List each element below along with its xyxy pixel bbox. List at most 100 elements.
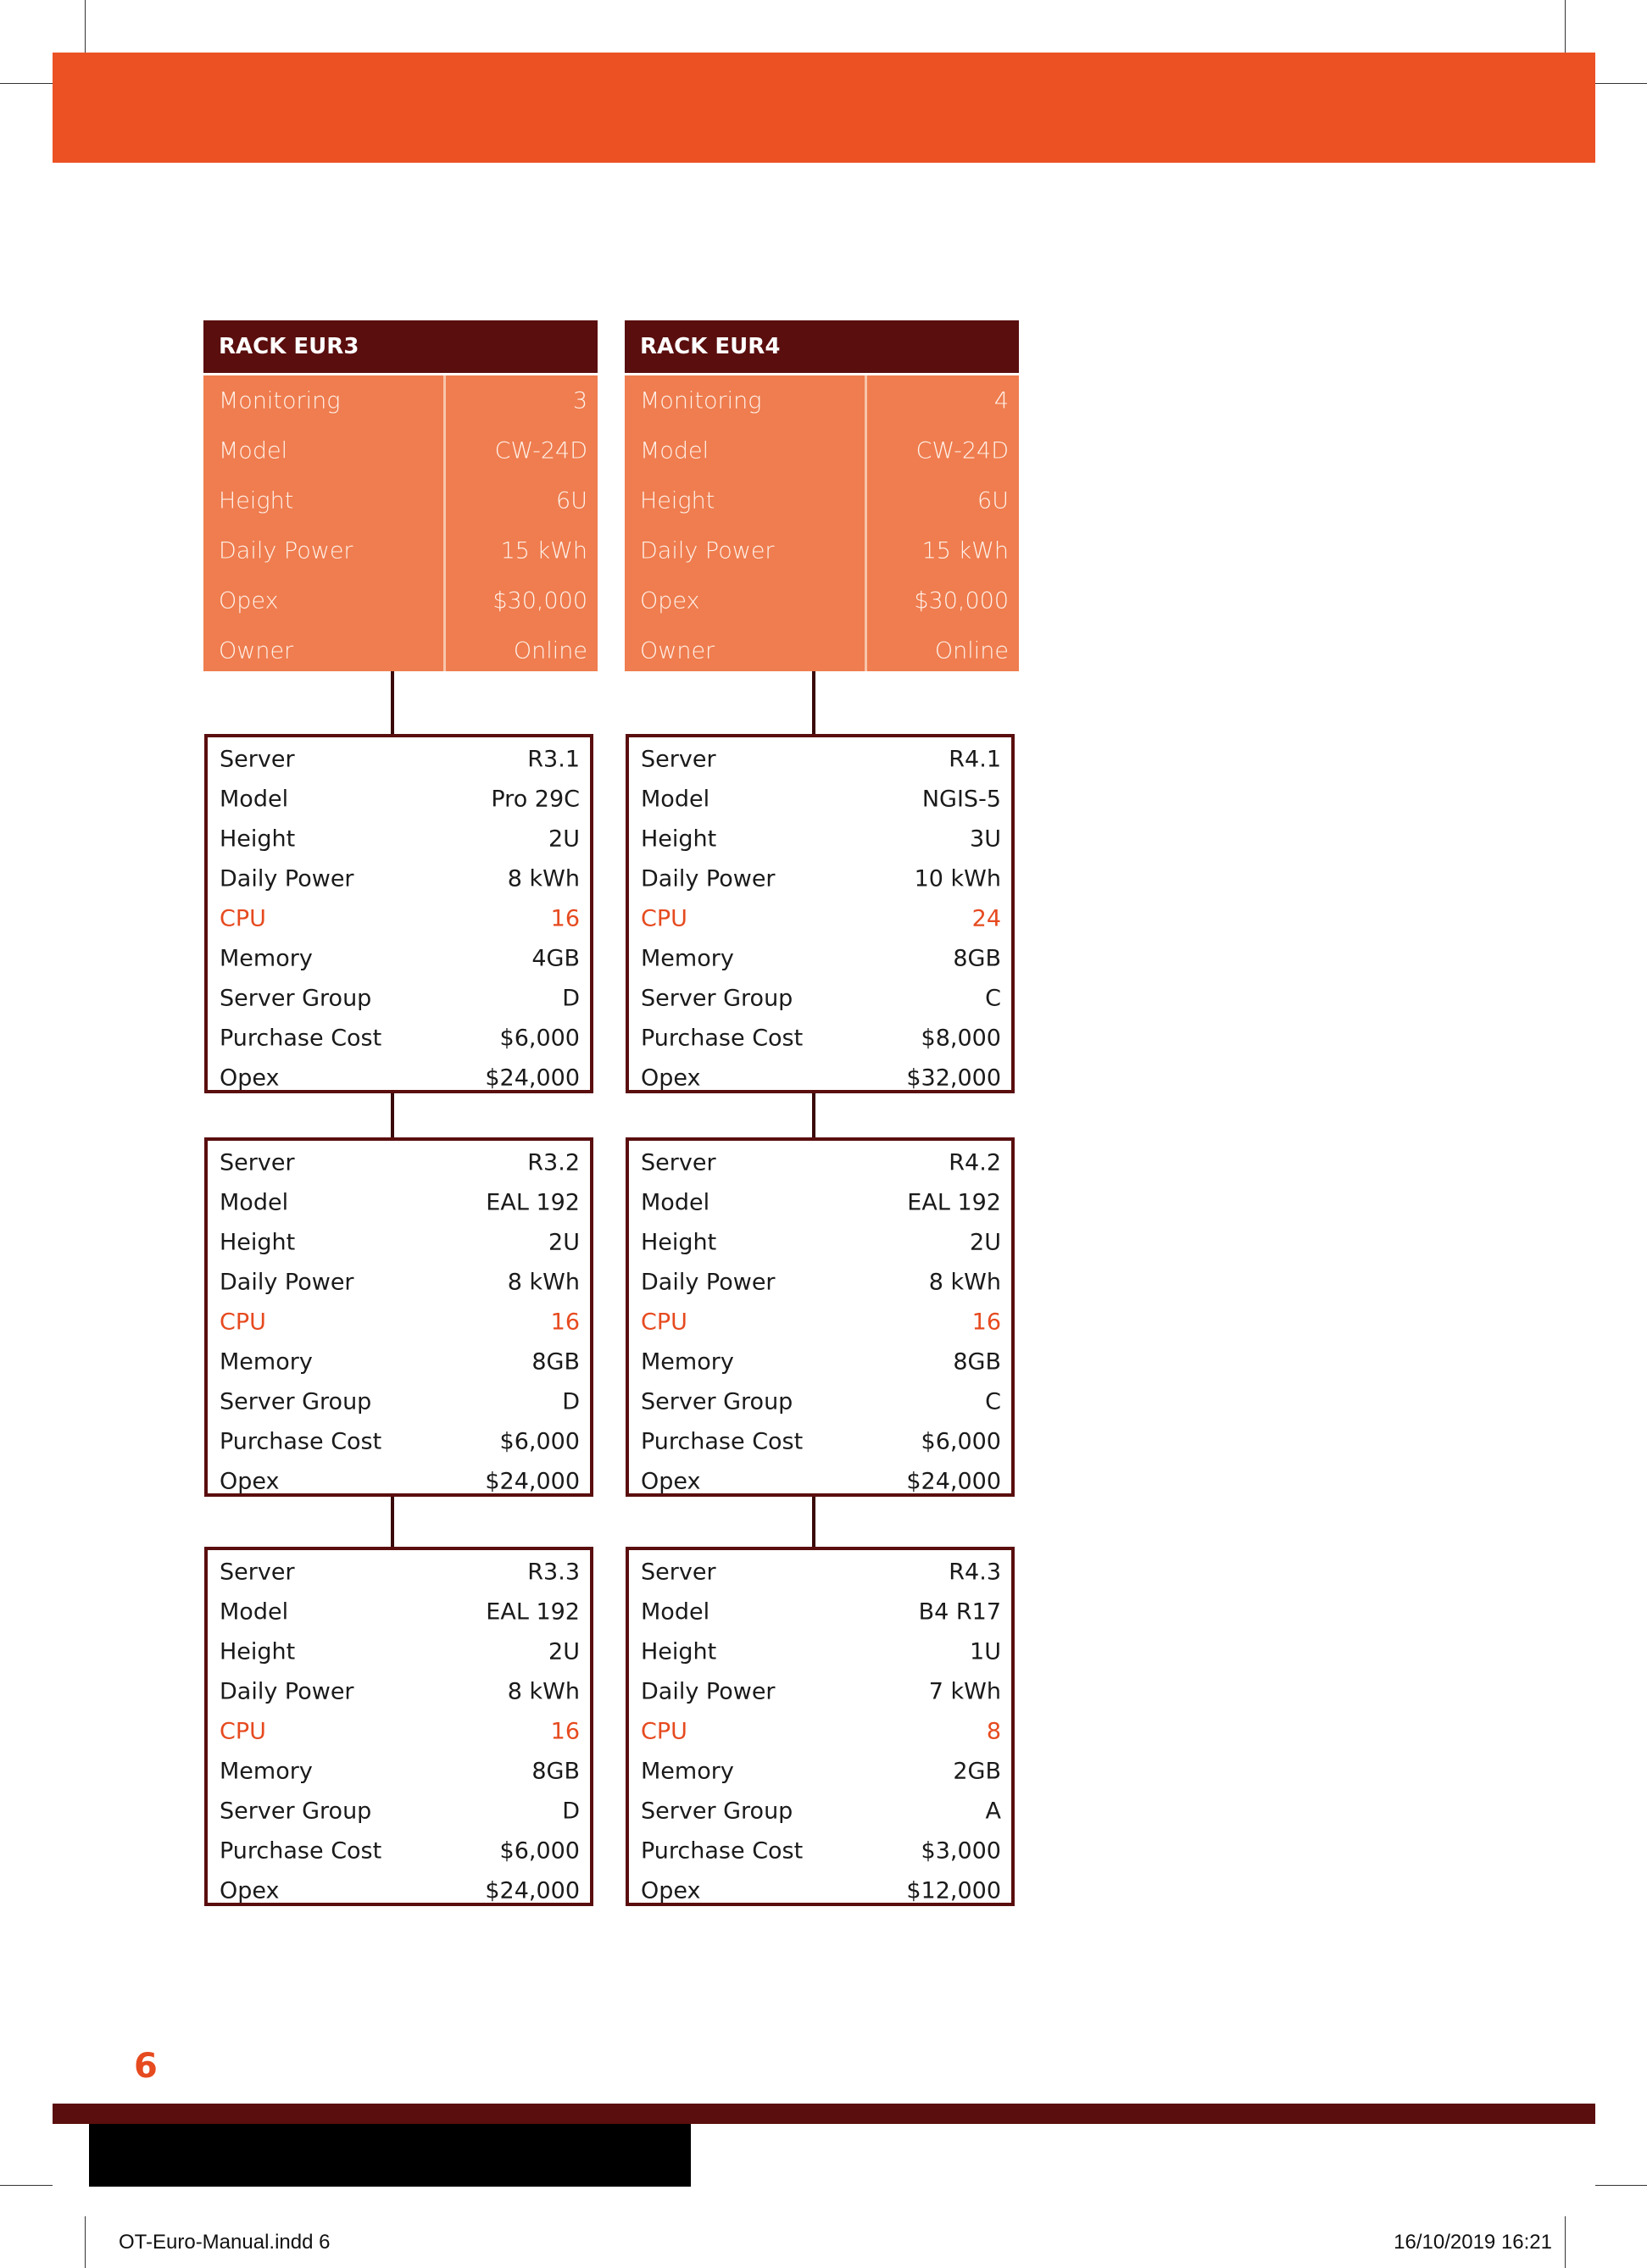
server-spec-label: Opex <box>641 1468 701 1494</box>
server-spec-label: Server Group <box>220 985 372 1011</box>
server-spec-row: CPU 16 <box>629 1302 1011 1342</box>
server-spec-row: Daily Power 8 kWh <box>208 859 590 898</box>
server-spec-label: Memory <box>641 1348 734 1375</box>
server-spec-value: 24 <box>971 905 1001 931</box>
server-spec-value: 8 <box>986 1718 1001 1744</box>
server-spec-label: Daily Power <box>641 1269 776 1295</box>
server-spec-row: Height 2U <box>629 1222 1011 1262</box>
server-spec-label: Model <box>641 786 710 812</box>
server-spec-label: Opex <box>641 1065 701 1091</box>
server-spec-label: Model <box>220 786 289 812</box>
server-spec-label: Server <box>641 1559 716 1585</box>
server-spec-row: Purchase Cost $6,000 <box>208 1018 590 1058</box>
server-spec-value: 4GB <box>531 945 580 971</box>
server-spec-row: Daily Power 10 kWh <box>629 859 1011 898</box>
server-spec-label: Daily Power <box>220 865 354 892</box>
rack-spec-value: CW-24D <box>915 437 1009 464</box>
server-spec-value: $6,000 <box>499 1428 580 1454</box>
rack-spec-label: Opex <box>640 587 700 614</box>
rack-spec-value: 6U <box>977 487 1009 514</box>
server-spec-row: Memory 8GB <box>208 1342 590 1381</box>
server-spec-label: Daily Power <box>641 1678 776 1704</box>
server-spec-row: Daily Power 8 kWh <box>208 1671 590 1711</box>
rack-spec-label: Monitoring <box>219 387 341 414</box>
rack-spec-row: Daily Power 15 kWh <box>203 525 598 575</box>
server-spec-label: Purchase Cost <box>220 1428 382 1454</box>
server-spec-value: $24,000 <box>906 1468 1001 1494</box>
server-spec-row: Server R4.2 <box>629 1142 1011 1182</box>
server-spec-row: Server Group C <box>629 978 1011 1018</box>
server-spec-row: CPU 24 <box>629 898 1011 938</box>
server-spec-row: Memory 8GB <box>629 1342 1011 1381</box>
slug-datetime: 16/10/2019 16:21 <box>1394 2231 1552 2254</box>
crop-mark <box>85 0 86 53</box>
server-spec-row: Server Group D <box>208 978 590 1018</box>
server-spec-label: Purchase Cost <box>641 1025 804 1051</box>
server-spec-label: Height <box>220 1638 296 1665</box>
rack-spec-value: Online <box>513 637 587 664</box>
server-spec-row: Opex $24,000 <box>208 1871 590 1910</box>
crop-mark <box>85 2216 86 2268</box>
server-spec-label: Server Group <box>641 1798 793 1824</box>
server-spec-row: Memory 4GB <box>208 938 590 978</box>
rack-spec-label: Height <box>219 487 294 514</box>
rack-spec-label: Daily Power <box>219 537 353 564</box>
server-spec-label: Server Group <box>641 985 793 1011</box>
rack-spec-row: Owner Online <box>625 625 1019 675</box>
server-spec-value: 8 kWh <box>928 1269 1001 1295</box>
connector-line <box>391 1497 394 1547</box>
rack-spec-row: Monitoring 4 <box>625 375 1019 425</box>
server-spec-value: R4.1 <box>949 746 1001 772</box>
server-spec-value: B4 R17 <box>918 1598 1001 1625</box>
server-spec-row: CPU 8 <box>629 1711 1011 1751</box>
server-card: Server R3.2 Model EAL 192 Height 2U Daily Powe… <box>204 1137 593 1497</box>
server-spec-label: Purchase Cost <box>641 1428 804 1454</box>
server-spec-value: D <box>562 1388 580 1415</box>
rack-spec-label: Model <box>640 437 709 464</box>
header-band <box>53 53 1595 163</box>
server-spec-label: Server <box>641 746 716 772</box>
server-spec-row: Server Group A <box>629 1791 1011 1831</box>
server-spec-label: Memory <box>641 945 734 971</box>
server-spec-value: 2U <box>548 1229 580 1255</box>
server-spec-row: Model EAL 192 <box>629 1182 1011 1222</box>
server-spec-value: 8GB <box>531 1758 580 1784</box>
server-spec-value: R3.2 <box>527 1149 580 1176</box>
rack-spec-label: Owner <box>219 637 294 664</box>
server-spec-value: $24,000 <box>485 1468 580 1494</box>
server-spec-row: Server R4.1 <box>629 739 1011 779</box>
rack-spec-row: Monitoring 3 <box>203 375 598 425</box>
server-spec-row: Daily Power 8 kWh <box>629 1262 1011 1302</box>
rack-spec-row: Opex $30,000 <box>625 575 1019 625</box>
server-spec-value: NGIS-5 <box>921 786 1001 812</box>
rack-spec-row: Height 6U <box>203 475 598 525</box>
server-spec-label: Opex <box>220 1877 280 1904</box>
rack-spec-value: 15 kWh <box>500 537 587 564</box>
server-spec-value: $32,000 <box>906 1065 1001 1091</box>
rack-spec-row: Owner Online <box>203 625 598 675</box>
server-spec-value: 16 <box>550 1309 580 1335</box>
rack-spec-row: Opex $30,000 <box>203 575 598 625</box>
server-spec-value: R4.3 <box>949 1559 1001 1585</box>
crop-mark <box>1595 2185 1647 2186</box>
server-card: Server R4.3 Model B4 R17 Height 1U Daily Power… <box>626 1547 1015 1906</box>
server-spec-label: CPU <box>641 905 687 931</box>
server-spec-value: EAL 192 <box>486 1598 580 1625</box>
server-spec-value: 16 <box>550 905 580 931</box>
rack-column-divider <box>443 375 446 671</box>
server-spec-value: $12,000 <box>906 1877 1001 1904</box>
server-spec-value: 16 <box>971 1309 1001 1335</box>
crop-mark <box>1565 0 1566 53</box>
server-spec-value: 10 kWh <box>914 865 1001 892</box>
server-spec-row: Purchase Cost $3,000 <box>629 1831 1011 1871</box>
server-spec-row: Height 2U <box>208 1632 590 1671</box>
server-spec-value: 8GB <box>953 1348 1001 1375</box>
server-spec-value: C <box>985 985 1001 1011</box>
connector-line <box>812 1093 815 1137</box>
rack-spec-label: Height <box>640 487 715 514</box>
server-spec-label: CPU <box>220 905 266 931</box>
server-spec-label: Memory <box>220 1348 313 1375</box>
server-spec-row: Memory 8GB <box>208 1751 590 1791</box>
rack-spec-value: Online <box>934 637 1009 664</box>
server-spec-value: $24,000 <box>485 1877 580 1904</box>
